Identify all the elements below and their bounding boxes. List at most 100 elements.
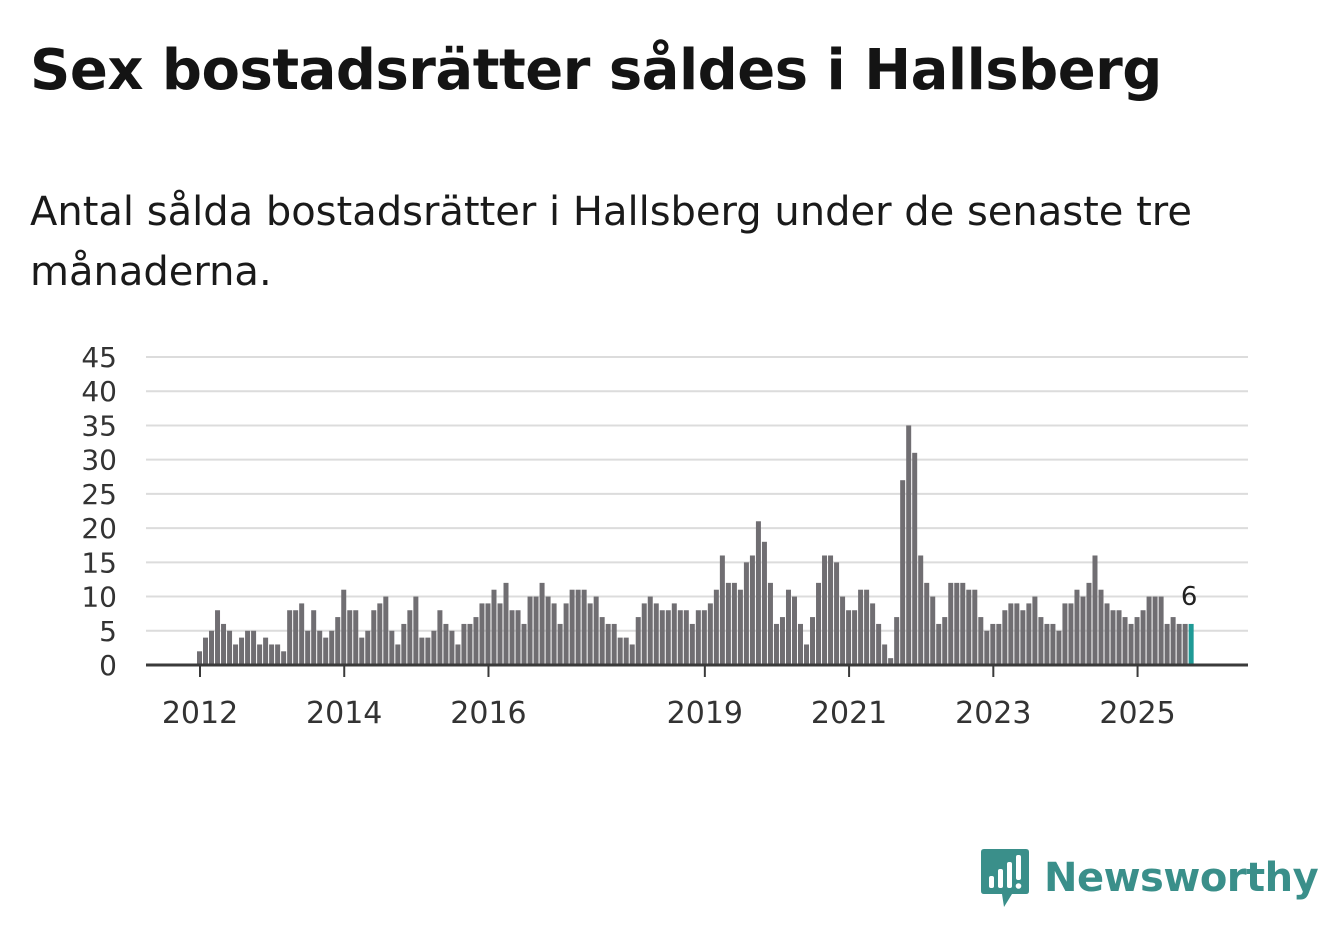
bar — [557, 623, 563, 665]
bar — [749, 555, 755, 665]
y-tick-label: 35 — [81, 409, 117, 442]
bar — [569, 589, 575, 665]
bar — [972, 589, 978, 665]
bar — [563, 603, 569, 665]
bar — [329, 630, 335, 665]
bar — [293, 610, 299, 665]
bar — [527, 596, 533, 665]
y-tick-label: 10 — [81, 581, 117, 614]
bar — [197, 651, 202, 665]
bar — [689, 623, 695, 665]
bar — [1170, 617, 1176, 665]
bar — [1152, 596, 1158, 665]
bar — [713, 589, 719, 665]
bar — [371, 610, 377, 665]
bar — [876, 623, 882, 665]
x-tick-label: 2021 — [811, 696, 887, 731]
bar — [227, 630, 233, 665]
bar — [719, 555, 725, 665]
bar — [467, 623, 473, 665]
bar — [1044, 623, 1050, 665]
bar — [485, 603, 491, 665]
bar — [635, 617, 641, 665]
bar — [401, 623, 407, 665]
bar — [335, 617, 341, 665]
bar — [1002, 610, 1008, 665]
bar — [1146, 596, 1152, 665]
x-tick-label: 2014 — [306, 696, 382, 731]
x-tick-label: 2025 — [1099, 696, 1175, 731]
bar — [761, 541, 767, 665]
bar — [323, 637, 329, 665]
bar — [281, 651, 287, 665]
x-tick-label: 2016 — [450, 696, 526, 731]
bar — [455, 644, 461, 665]
bar — [846, 610, 852, 665]
bar — [521, 623, 527, 665]
bar — [731, 582, 737, 665]
bar — [407, 610, 413, 665]
bar — [1098, 589, 1104, 665]
bar — [960, 582, 966, 665]
bar — [755, 521, 761, 665]
bar — [1080, 596, 1086, 665]
bar — [245, 630, 251, 665]
bar — [1122, 617, 1128, 665]
y-tick-label: 30 — [81, 444, 117, 477]
bar — [1050, 623, 1056, 665]
bar — [623, 637, 629, 665]
bar — [1032, 596, 1038, 665]
bar-highlighted — [1188, 623, 1194, 665]
bar — [1068, 603, 1074, 665]
bar — [497, 603, 503, 665]
bar — [1158, 596, 1164, 665]
bar — [419, 637, 425, 665]
bar — [1020, 610, 1026, 665]
bar — [924, 582, 930, 665]
y-tick-label: 15 — [81, 546, 117, 579]
bar — [581, 589, 587, 665]
bar — [491, 589, 497, 665]
bar — [203, 637, 209, 665]
bar — [665, 610, 671, 665]
bar — [641, 603, 647, 665]
bar — [990, 623, 996, 665]
bar — [605, 623, 611, 665]
bar — [671, 603, 677, 665]
bar — [852, 610, 858, 665]
bar — [593, 596, 599, 665]
bar — [287, 610, 293, 665]
bar — [978, 617, 984, 665]
bar — [683, 610, 689, 665]
bar — [377, 603, 383, 665]
bar — [677, 610, 683, 665]
bar — [1086, 582, 1092, 665]
bar — [984, 630, 990, 665]
bar — [209, 630, 215, 665]
bar — [737, 589, 743, 665]
bar — [389, 630, 395, 665]
bar — [509, 610, 515, 665]
bar — [449, 630, 455, 665]
bar — [894, 617, 900, 665]
bar — [551, 603, 557, 665]
bar — [347, 610, 353, 665]
y-tick-label: 45 — [81, 341, 117, 374]
bar — [954, 582, 960, 665]
bar — [575, 589, 581, 665]
bar — [767, 582, 773, 665]
bar — [996, 623, 1002, 665]
bar — [864, 589, 870, 665]
bar — [503, 582, 509, 665]
chart-subtitle: Antal sålda bostadsrätter i Hallsberg un… — [30, 189, 1192, 295]
bar — [305, 630, 311, 665]
bar — [587, 603, 593, 665]
bar — [653, 603, 659, 665]
bar — [461, 623, 467, 665]
bar — [545, 596, 551, 665]
bar — [359, 637, 365, 665]
bar — [413, 596, 419, 665]
bar — [425, 637, 431, 665]
x-tick-label: 2023 — [955, 696, 1031, 731]
